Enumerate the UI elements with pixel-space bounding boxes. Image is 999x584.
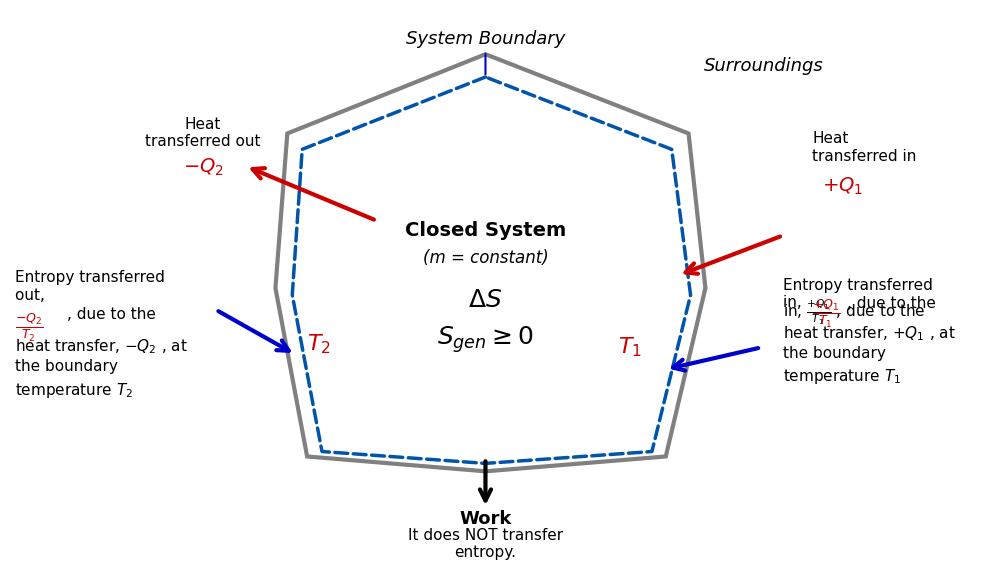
Text: , due to the: , due to the xyxy=(67,307,156,322)
Text: Heat
transferred in: Heat transferred in xyxy=(812,131,917,164)
Text: $\frac{+Q_1}{T_1}$: $\frac{+Q_1}{T_1}$ xyxy=(812,298,841,330)
Text: (m = constant): (m = constant) xyxy=(423,249,548,267)
Text: System Boundary: System Boundary xyxy=(406,30,565,74)
Text: temperature $T_1$: temperature $T_1$ xyxy=(782,367,901,386)
Text: Closed System: Closed System xyxy=(405,221,566,240)
Text: the boundary: the boundary xyxy=(782,346,885,361)
Text: $\frac{-Q_2}{T_2}$: $\frac{-Q_2}{T_2}$ xyxy=(15,312,43,344)
Text: heat transfer, $+Q_1$ , at: heat transfer, $+Q_1$ , at xyxy=(782,325,955,343)
Text: the boundary: the boundary xyxy=(15,359,118,374)
Text: Heat
transferred out: Heat transferred out xyxy=(145,117,261,149)
Text: $-Q_2$: $-Q_2$ xyxy=(183,157,224,178)
Text: in, $\frac{+Q_1}{T_1}$ , due to the: in, $\frac{+Q_1}{T_1}$ , due to the xyxy=(782,298,925,327)
Text: Work: Work xyxy=(460,510,511,528)
Text: Entropy transferred
out,: Entropy transferred out, xyxy=(15,270,165,303)
Text: It does NOT transfer
entropy.: It does NOT transfer entropy. xyxy=(408,528,563,560)
Text: Entropy transferred: Entropy transferred xyxy=(782,278,932,293)
Text: in,: in, xyxy=(782,295,806,310)
Text: Surroundings: Surroundings xyxy=(703,57,823,75)
Text: heat transfer, $-Q_2$ , at: heat transfer, $-Q_2$ , at xyxy=(15,338,188,356)
Text: temperature $T_2$: temperature $T_2$ xyxy=(15,381,133,400)
Text: $S_{gen} \geq 0$: $S_{gen} \geq 0$ xyxy=(438,324,533,355)
Text: $+Q_1$: $+Q_1$ xyxy=(822,176,863,197)
Text: , due to the: , due to the xyxy=(847,296,936,311)
Text: $\Delta S$: $\Delta S$ xyxy=(469,288,502,312)
Text: $T_2$: $T_2$ xyxy=(307,333,331,356)
Text: $T_1$: $T_1$ xyxy=(618,336,642,359)
